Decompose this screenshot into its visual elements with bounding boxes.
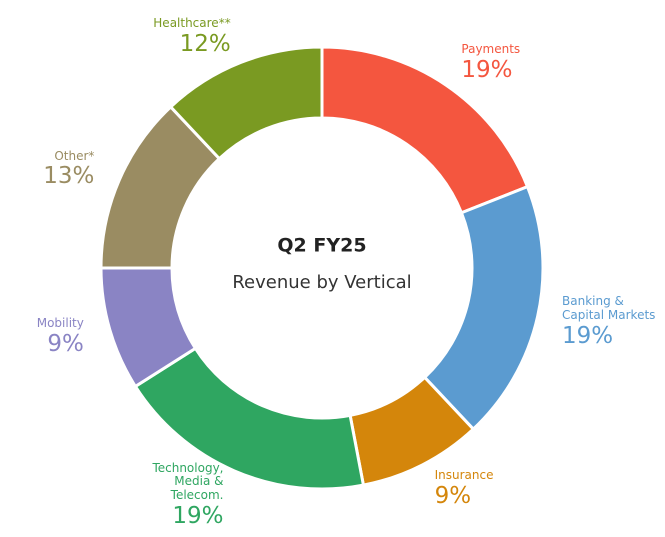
segment-label: Mobility 9% [36,316,84,357]
chart-title: Q2 FY25 [277,235,366,257]
segment-label: Other* 13% [43,148,95,190]
category-label: Banking & Capital Markets [562,294,656,322]
value-label: 19% [461,56,513,83]
category-label: Payments [461,41,521,56]
chart-subtitle: Revenue by Vertical [232,272,411,293]
value-label: 9% [47,330,84,357]
segment-label: Healthcare** 12% [153,16,231,58]
segment-label: Payments 19% [461,41,521,83]
donut-segment [168,45,324,161]
category-label: Technology, Media & Telecom. [152,460,224,503]
segment-label: Banking & Capital Markets 19% [562,294,665,349]
value-label: 13% [43,163,95,190]
category-label: Mobility [36,316,84,331]
segment-label: Insurance 9% [434,467,494,509]
value-label: 19% [172,503,224,530]
value-label: 12% [179,31,231,58]
category-label: Other* [54,148,95,163]
category-label: Insurance [434,467,494,482]
category-label: Healthcare** [153,16,231,31]
value-label: 19% [562,322,614,349]
donut-segment [422,184,545,432]
segment-label: Technology, Media & Telecom. 19% [120,460,224,530]
value-label: 9% [434,482,472,509]
